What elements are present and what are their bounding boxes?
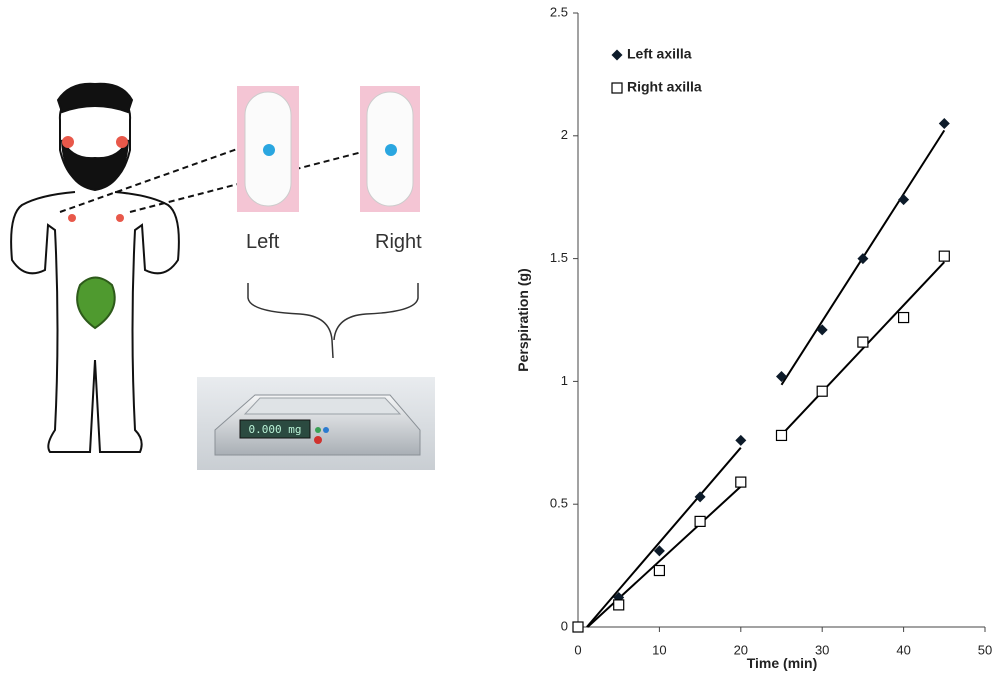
point — [899, 313, 909, 323]
point — [654, 566, 664, 576]
trend-line — [587, 448, 741, 627]
scale-display: 0.000 mg — [249, 423, 302, 436]
figure: Left Right 0.000 mg Time (min) Perspirat… — [0, 0, 1003, 683]
point — [939, 251, 949, 261]
point — [817, 386, 827, 396]
x-axis-title: Time (min) — [747, 655, 818, 671]
y-tick-label: 1.5 — [550, 250, 568, 265]
x-tick-label: 50 — [978, 642, 992, 657]
x-tick-label: 40 — [896, 642, 910, 657]
y-tick-label: 1 — [561, 373, 568, 388]
x-tick-label: 10 — [652, 642, 666, 657]
point — [858, 337, 868, 347]
point — [898, 194, 909, 205]
x-tick-label: 0 — [574, 642, 581, 657]
scale-illustration: 0.000 mg — [197, 377, 435, 470]
man-illustration — [11, 84, 179, 452]
x-tick-label: 30 — [815, 642, 829, 657]
legend-label: Right axilla — [627, 79, 702, 95]
bracket — [248, 283, 418, 358]
point — [735, 435, 746, 446]
point — [573, 622, 583, 632]
y-tick-label: 0.5 — [550, 496, 568, 511]
pad-label: Right — [375, 231, 422, 253]
trend-line — [588, 487, 741, 627]
legend-label: Left axilla — [627, 46, 692, 62]
pad-left — [237, 86, 299, 212]
point — [939, 118, 950, 129]
y-tick-label: 2 — [561, 127, 568, 142]
y-axis-title: Perspiration (g) — [515, 268, 531, 371]
y-tick-label: 0 — [561, 618, 568, 633]
pad-label: Left — [246, 231, 280, 253]
legend-marker — [612, 83, 622, 93]
point — [777, 430, 787, 440]
legend-marker — [612, 50, 623, 61]
point — [736, 477, 746, 487]
pad-right — [360, 86, 420, 212]
chart: Time (min) Perspiration (g) 0 0.5 1 1.5 2 2.5… — [515, 4, 992, 671]
y-tick-label: 2.5 — [550, 4, 568, 19]
point — [695, 516, 705, 526]
x-tick-label: 20 — [734, 642, 748, 657]
point — [614, 600, 624, 610]
